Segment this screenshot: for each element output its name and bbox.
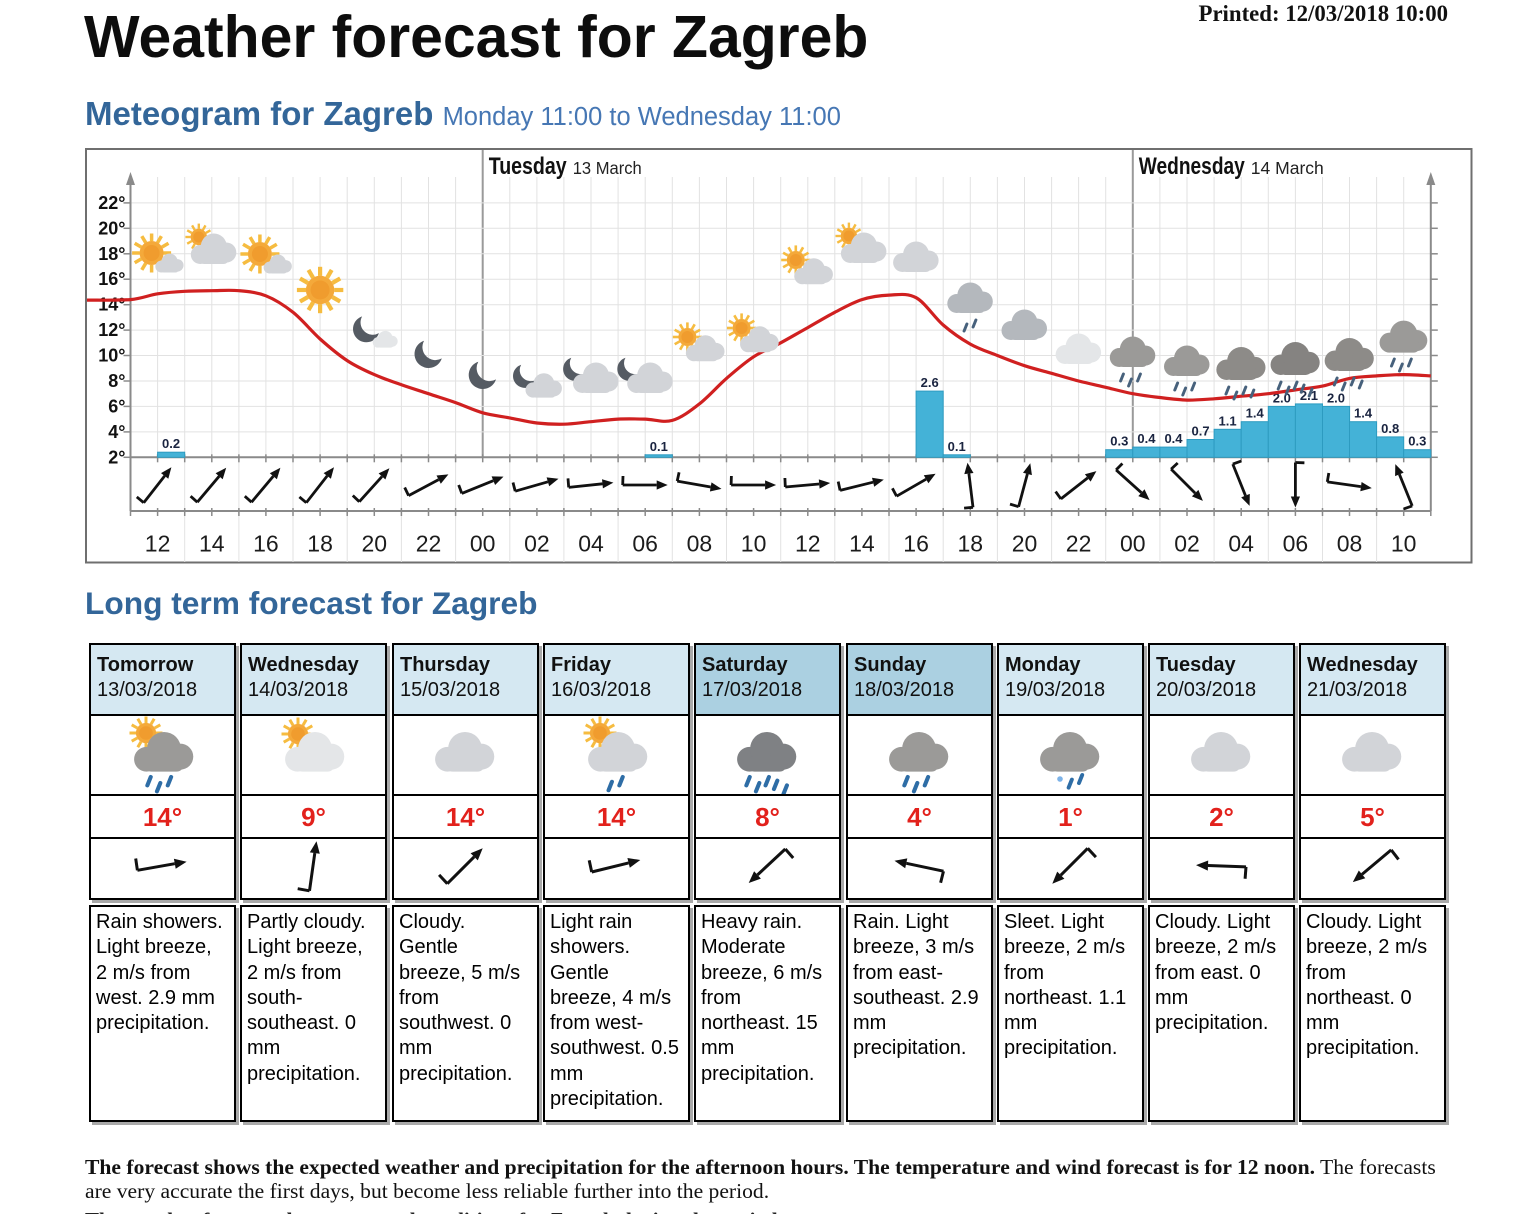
svg-text:22: 22 [1066,531,1092,557]
svg-text:06: 06 [1283,531,1309,557]
svg-text:0.4: 0.4 [1164,431,1183,446]
svg-text:20°: 20° [98,218,125,238]
svg-text:8°: 8° [108,371,125,391]
svg-text:1.4: 1.4 [1354,406,1373,421]
svg-text:14 March: 14 March [1251,158,1324,178]
svg-text:2.6: 2.6 [921,375,939,390]
svg-text:04: 04 [578,531,604,557]
svg-text:10°: 10° [98,346,125,366]
svg-text:22: 22 [416,531,442,557]
svg-text:4°: 4° [108,422,125,442]
svg-text:16: 16 [903,531,929,557]
svg-text:04: 04 [1228,531,1254,557]
svg-text:Wednesday: Wednesday [1139,154,1246,180]
svg-text:16°: 16° [98,269,125,289]
svg-text:10: 10 [741,531,767,557]
svg-text:12°: 12° [98,320,125,340]
svg-text:08: 08 [687,531,713,557]
svg-text:14°: 14° [98,295,125,315]
svg-text:2°: 2° [108,447,125,467]
svg-text:1.1: 1.1 [1219,413,1237,428]
svg-text:2.0: 2.0 [1327,390,1345,405]
svg-text:0.3: 0.3 [1408,434,1426,449]
svg-text:Tuesday: Tuesday [489,154,568,180]
svg-text:02: 02 [1174,531,1200,557]
svg-text:0.1: 0.1 [948,439,966,454]
svg-text:1.4: 1.4 [1246,406,1265,421]
svg-text:0.4: 0.4 [1137,431,1156,446]
svg-text:20: 20 [1012,531,1038,557]
svg-text:06: 06 [632,531,658,557]
svg-text:14: 14 [199,531,225,557]
svg-text:08: 08 [1337,531,1363,557]
svg-text:16: 16 [253,531,279,557]
svg-text:14: 14 [849,531,875,557]
svg-text:12: 12 [145,531,171,557]
svg-text:18: 18 [307,531,333,557]
svg-text:12: 12 [795,531,821,557]
svg-text:00: 00 [470,531,496,557]
svg-text:0.1: 0.1 [650,439,668,454]
svg-text:02: 02 [524,531,550,557]
svg-text:0.2: 0.2 [162,436,180,451]
svg-text:18°: 18° [98,244,125,264]
svg-text:22°: 22° [98,193,125,213]
svg-text:0.8: 0.8 [1381,421,1399,436]
svg-text:6°: 6° [108,396,125,416]
svg-text:00: 00 [1120,531,1146,557]
svg-text:0.3: 0.3 [1110,434,1128,449]
svg-text:10: 10 [1391,531,1417,557]
svg-text:18: 18 [958,531,984,557]
svg-text:20: 20 [362,531,388,557]
svg-text:13 March: 13 March [573,158,642,178]
svg-text:0.7: 0.7 [1192,424,1210,439]
